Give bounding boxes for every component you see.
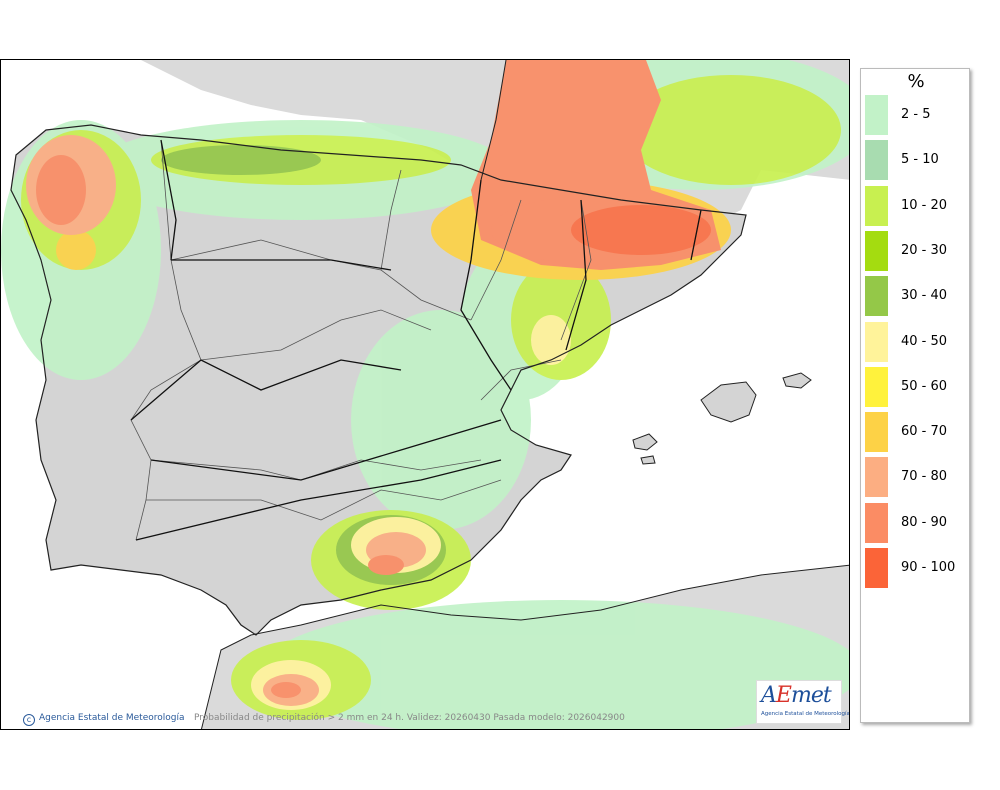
legend-swatch — [865, 502, 888, 543]
legend-label: 80 - 90 — [901, 514, 948, 530]
legend-label: 90 - 100 — [901, 560, 956, 575]
legend-item: 30 - 40 — [865, 276, 969, 317]
precipitation-map: c Agencia Estatal de Meteorología Probabi… — [0, 59, 850, 730]
legend-label: 40 - 50 — [901, 333, 948, 349]
legend-label: 20 - 30 — [901, 242, 948, 258]
legend-panel: % 2 - 5 5 - 10 10 - 20 20 - 30 30 - 40 40 - 5… — [860, 68, 970, 723]
legend-label: 2 - 5 — [901, 107, 931, 122]
legend-item: 60 - 70 — [865, 412, 969, 453]
legend-item: 2 - 5 — [865, 95, 969, 135]
africa-coastline — [200, 564, 849, 729]
menorca-island — [782, 372, 812, 389]
copyright-text: Agencia Estatal de Meteorología — [39, 713, 185, 723]
formentera-island — [640, 455, 656, 465]
legend-swatch — [865, 276, 888, 317]
legend-item: 20 - 30 — [865, 230, 969, 271]
ibiza-island — [632, 433, 658, 451]
legend-label: 70 - 80 — [901, 469, 948, 485]
legend-title: % — [907, 71, 925, 92]
legend-item: 50 - 60 — [865, 366, 969, 407]
prob-zone — [531, 315, 571, 365]
legend-label: 30 - 40 — [901, 288, 948, 304]
prob-zone — [571, 205, 711, 255]
community-borders — [130, 139, 702, 541]
prob-zone — [368, 555, 404, 575]
prob-zone — [261, 600, 849, 729]
legend-swatch — [865, 95, 888, 135]
map-caption: Probabilidad de precipitación > 2 mm en … — [194, 713, 625, 723]
legend-item: 90 - 100 — [865, 548, 969, 588]
prob-zone — [56, 230, 96, 270]
legend-swatch — [865, 548, 888, 588]
legend-swatch — [865, 140, 888, 181]
france-coastline — [480, 60, 507, 181]
legend-label: 5 - 10 — [901, 152, 939, 168]
mallorca-island — [700, 381, 757, 423]
legend-swatch — [865, 230, 888, 271]
aemet-logo-mark: AEmet — [761, 683, 832, 709]
logo-letter: A — [761, 683, 777, 708]
logo-letter: met — [790, 683, 832, 708]
map-canvas — [1, 60, 849, 729]
prob-zone — [36, 155, 86, 225]
legend-swatch — [865, 457, 888, 498]
copyright-icon: c — [23, 714, 35, 726]
aemet-logo: AEmet Agencia Estatal de Meteorología — [756, 680, 849, 724]
iberia-coastline — [10, 124, 747, 636]
aemet-logo-subtext: Agencia Estatal de Meteorología — [761, 711, 850, 717]
legend-item: 80 - 90 — [865, 502, 969, 543]
legend-item: 5 - 10 — [865, 140, 969, 181]
legend-label: 50 - 60 — [901, 378, 948, 394]
prob-zone — [621, 75, 841, 185]
prob-zone — [271, 682, 301, 698]
legend-item: 10 - 20 — [865, 185, 969, 226]
legend-label: 60 - 70 — [901, 424, 948, 440]
region-borders — [130, 139, 592, 541]
legend-swatch — [865, 321, 888, 362]
legend-swatch — [865, 412, 888, 453]
legend-label: 10 - 20 — [901, 197, 948, 213]
legend-item: 40 - 50 — [865, 321, 969, 362]
legend-swatch — [865, 185, 888, 226]
copyright-notice: c Agencia Estatal de Meteorología — [23, 713, 185, 726]
legend-item: 70 - 80 — [865, 457, 969, 498]
prob-zone — [161, 145, 321, 175]
legend-swatch — [865, 366, 888, 407]
logo-letter: E — [775, 683, 792, 708]
